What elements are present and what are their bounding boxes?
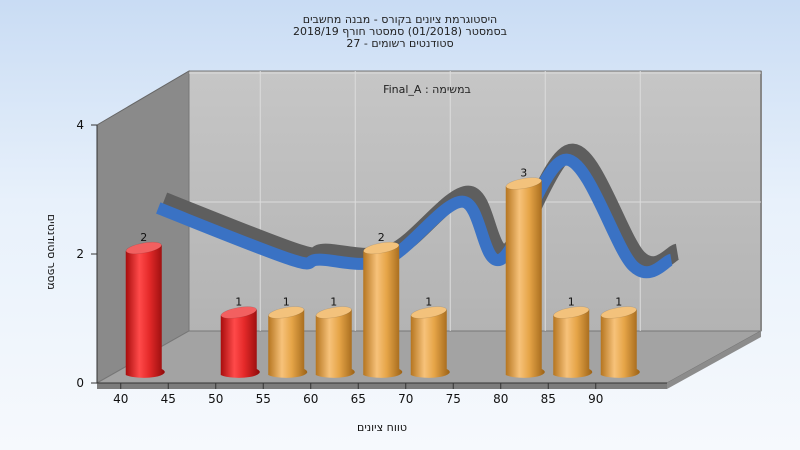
curve-back-ribbon — [161, 143, 681, 273]
bar-top — [220, 306, 257, 319]
bar-50: 1 — [220, 296, 260, 378]
bar-body — [363, 245, 403, 378]
x-tick-label: 75 — [446, 392, 461, 406]
x-tick-label: 90 — [588, 392, 603, 406]
curve-front-ribbon — [156, 153, 674, 279]
bar-40: 2 — [125, 231, 165, 378]
bar-top — [600, 306, 637, 319]
bar-body — [553, 309, 593, 378]
x-tick-label: 85 — [541, 392, 556, 406]
bar-body — [505, 180, 545, 378]
x-axis-title: טווח ציונים — [357, 421, 407, 434]
bar-55: 1 — [268, 296, 308, 378]
bar-value-label: 1 — [425, 296, 432, 309]
bar-top — [410, 306, 447, 319]
bar-body — [125, 245, 165, 378]
bar-top — [125, 241, 162, 255]
bar-value-label: 1 — [330, 296, 337, 309]
y-axis-title: מספר סטודנטים — [45, 214, 58, 290]
bar-body — [410, 309, 450, 378]
x-tick-label: 40 — [113, 392, 128, 406]
x-tick-label: 60 — [303, 392, 318, 406]
bar-value-label: 2 — [378, 231, 385, 244]
bar-top — [553, 306, 590, 319]
bar-top — [505, 177, 542, 190]
chart-title-line3: סטודנטים רשומים - 27 — [346, 37, 453, 50]
x-tick-label: 55 — [256, 392, 271, 406]
y-tick-label: 4 — [76, 118, 84, 132]
bar-70: 1 — [410, 296, 450, 378]
bar-body — [315, 309, 355, 378]
bar-value-label: 1 — [568, 296, 575, 309]
bar-value-label: 1 — [235, 296, 242, 309]
bars-group: 2 1 1 1 2 1 3 1 1 — [125, 167, 640, 378]
x-tick-label: 70 — [398, 392, 413, 406]
bar-value-label: 2 — [140, 231, 147, 244]
floor-edge — [97, 383, 667, 389]
bar-top — [268, 306, 305, 319]
trend-curve — [156, 143, 681, 279]
x-tick-label: 50 — [208, 392, 223, 406]
chart-title-line2: בסמסטר (01/2018) סמסטר חורף 2018/19 — [293, 25, 507, 38]
bar-80: 3 — [505, 167, 545, 378]
x-tick-label: 45 — [161, 392, 176, 406]
bar-60: 1 — [315, 296, 355, 378]
y-axis-ticks: 0 2 4 — [76, 118, 97, 390]
bar-value-label: 3 — [520, 167, 527, 180]
x-tick-label: 65 — [351, 392, 366, 406]
bar-value-label: 1 — [615, 296, 622, 309]
y-tick-label: 2 — [76, 247, 84, 261]
bar-top — [315, 306, 352, 319]
right-edge — [667, 331, 761, 389]
bar-body — [600, 309, 640, 378]
bar-90: 1 — [600, 296, 640, 378]
bar-top — [363, 241, 400, 255]
bar-85: 1 — [553, 296, 593, 378]
y-tick-label: 0 — [76, 376, 84, 390]
x-tick-label: 80 — [493, 392, 508, 406]
series-label: Final_A : במשימה — [383, 83, 471, 96]
bar-65: 2 — [363, 231, 403, 378]
chart-title-line1: היסטוגרמת ציונים בקורס - מבנה מחשבים — [303, 13, 497, 26]
bar-value-label: 1 — [283, 296, 290, 309]
bar-body — [268, 309, 308, 378]
x-axis-ticks: 40 45 50 55 60 65 70 75 80 85 90 — [113, 383, 603, 406]
bar-body — [220, 309, 260, 378]
